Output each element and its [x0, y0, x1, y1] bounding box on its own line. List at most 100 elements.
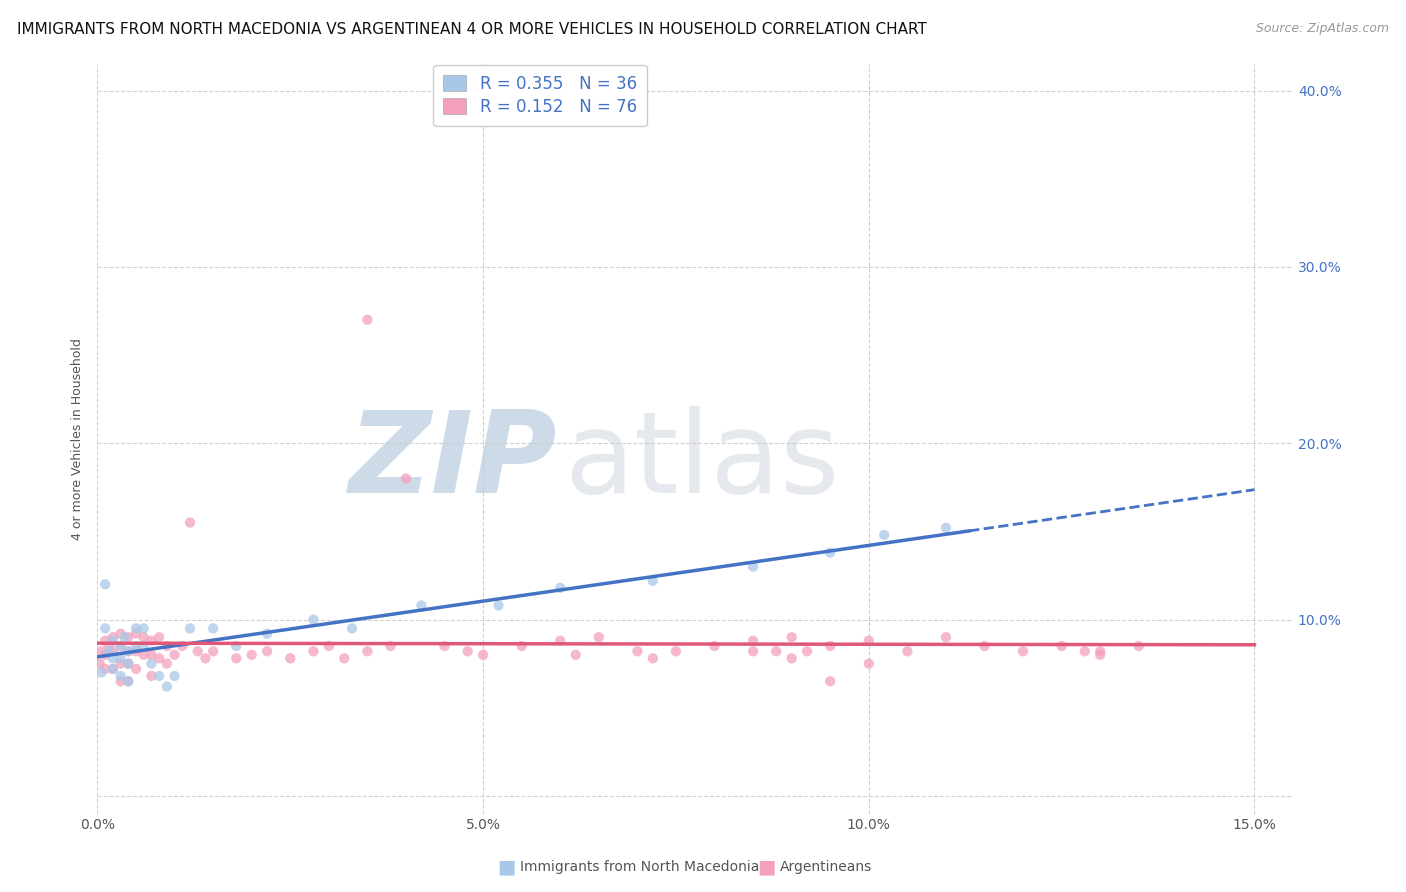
Point [935, 630, 957, 644]
Point [641, 651, 664, 665]
Point [302, 644, 325, 658]
Point [101, 662, 124, 676]
Point [187, 644, 209, 658]
Point [780, 651, 803, 665]
Point [780, 630, 803, 644]
Point [163, 669, 186, 683]
Point [1012, 644, 1035, 658]
Point [457, 644, 479, 658]
Point [132, 639, 155, 653]
Point [117, 674, 139, 689]
Point [564, 648, 586, 662]
Point [132, 648, 155, 662]
Point [1128, 639, 1150, 653]
Point [194, 651, 217, 665]
Point [333, 651, 356, 665]
Point [98, 644, 121, 658]
Point [110, 657, 132, 671]
Point [858, 633, 880, 648]
Point [141, 633, 163, 648]
Point [110, 626, 132, 640]
Point [117, 644, 139, 658]
Text: Immigrants from North Macedonia: Immigrants from North Macedonia [520, 860, 759, 874]
Point [179, 516, 201, 530]
Point [101, 633, 124, 648]
Point [98, 639, 121, 653]
Point [742, 633, 765, 648]
Point [858, 657, 880, 671]
Point [380, 639, 402, 653]
Point [340, 621, 363, 635]
Point [510, 639, 533, 653]
Text: ■: ■ [756, 857, 776, 877]
Point [818, 674, 841, 689]
Point [472, 648, 495, 662]
Point [90, 644, 112, 658]
Point [225, 651, 247, 665]
Point [256, 644, 278, 658]
Text: Source: ZipAtlas.com: Source: ZipAtlas.com [1256, 22, 1389, 36]
Point [703, 639, 725, 653]
Point [132, 630, 155, 644]
Point [125, 621, 148, 635]
Point [202, 621, 225, 635]
Point [318, 639, 340, 653]
Point [110, 639, 132, 653]
Point [488, 599, 510, 613]
Point [148, 630, 170, 644]
Point [548, 633, 571, 648]
Text: IMMIGRANTS FROM NORTH MACEDONIA VS ARGENTINEAN 4 OR MORE VEHICLES IN HOUSEHOLD C: IMMIGRANTS FROM NORTH MACEDONIA VS ARGEN… [17, 22, 927, 37]
Point [225, 639, 247, 653]
Point [163, 648, 186, 662]
Point [125, 644, 148, 658]
Y-axis label: 4 or more Vehicles in Household: 4 or more Vehicles in Household [72, 338, 84, 540]
Point [896, 644, 918, 658]
Point [256, 626, 278, 640]
Point [395, 471, 418, 485]
Point [172, 639, 194, 653]
Point [1050, 639, 1073, 653]
Point [89, 657, 111, 671]
Point [873, 528, 896, 542]
Point [742, 644, 765, 658]
Point [110, 669, 132, 683]
Point [588, 630, 610, 644]
Point [117, 644, 139, 658]
Point [101, 651, 124, 665]
Point [548, 581, 571, 595]
Point [742, 559, 765, 574]
Text: ZIP: ZIP [349, 406, 558, 516]
Point [132, 621, 155, 635]
Point [117, 657, 139, 671]
Point [110, 639, 132, 653]
Point [94, 633, 117, 648]
Point [278, 651, 301, 665]
Point [101, 644, 124, 658]
Point [117, 657, 139, 671]
Point [101, 662, 124, 676]
Point [125, 639, 148, 653]
Point [90, 665, 112, 680]
Point [94, 577, 117, 591]
Point [665, 644, 688, 658]
Point [101, 630, 124, 644]
Point [973, 639, 995, 653]
Point [117, 630, 139, 644]
Point [240, 648, 263, 662]
Point [1090, 648, 1112, 662]
Point [94, 621, 117, 635]
Point [141, 669, 163, 683]
Point [156, 639, 179, 653]
Point [114, 630, 136, 644]
Point [302, 613, 325, 627]
Point [156, 657, 179, 671]
Point [125, 662, 148, 676]
Point [818, 639, 841, 653]
Point [796, 644, 818, 658]
Point [626, 644, 648, 658]
Text: atlas: atlas [564, 406, 839, 516]
Point [179, 621, 201, 635]
Point [1074, 644, 1097, 658]
Point [148, 669, 170, 683]
Point [356, 312, 378, 326]
